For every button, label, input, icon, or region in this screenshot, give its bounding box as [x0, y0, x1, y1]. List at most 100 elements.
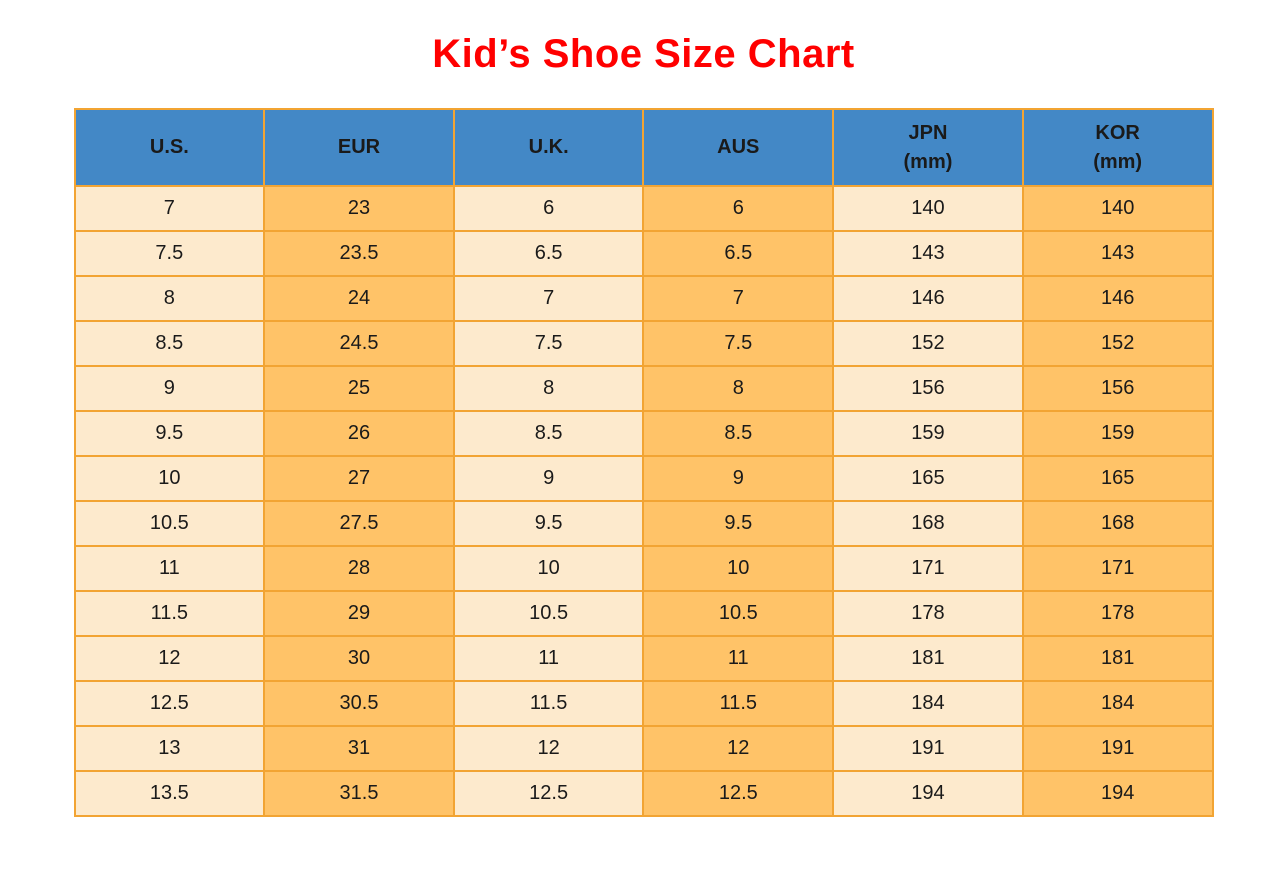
table-cell: 143	[832, 230, 1024, 277]
table-cell: 9	[642, 455, 835, 502]
table-cell: 28	[263, 545, 455, 592]
table-cell: 12	[452, 725, 645, 772]
table-cell: 7	[642, 275, 835, 322]
table-cell: 9.5	[642, 500, 835, 547]
table-row: 13.5 31.5 12.5 12.5 194 194	[73, 770, 1214, 817]
table-cell: 178	[1021, 590, 1214, 637]
table-cell: 184	[1021, 680, 1214, 727]
table-cell: 9.5	[73, 410, 266, 457]
table-row: 13 31 12 12 191 191	[73, 725, 1214, 772]
table-cell: 152	[1021, 320, 1214, 367]
table-cell: 181	[1021, 635, 1214, 682]
table-header: U.S. EUR U.K. AUS JPN (mm) KOR (mm)	[73, 108, 1214, 187]
table-cell: 30	[263, 635, 455, 682]
table-cell: 165	[1021, 455, 1214, 502]
header-row: U.S. EUR U.K. AUS JPN (mm) KOR (mm)	[73, 108, 1214, 187]
table-cell: 140	[832, 185, 1024, 232]
table-cell: 12	[73, 635, 266, 682]
table-cell: 12.5	[73, 680, 266, 727]
table-cell: 9.5	[452, 500, 645, 547]
table-cell: 10.5	[642, 590, 835, 637]
table-cell: 8	[642, 365, 835, 412]
table-cell: 6	[452, 185, 645, 232]
table-row: 10 27 9 9 165 165	[73, 455, 1214, 502]
table-cell: 10.5	[73, 500, 266, 547]
table-cell: 27.5	[263, 500, 455, 547]
table-cell: 27	[263, 455, 455, 502]
shoe-size-table: U.S. EUR U.K. AUS JPN (mm) KOR (mm) 7 23 6 6 140 1…	[73, 108, 1214, 817]
column-header: AUS	[642, 108, 835, 187]
table-cell: 30.5	[263, 680, 455, 727]
table-cell: 171	[832, 545, 1024, 592]
table-cell: 7	[73, 185, 266, 232]
table-cell: 7.5	[73, 230, 266, 277]
table-cell: 31.5	[263, 770, 455, 817]
table-cell: 9	[452, 455, 645, 502]
table-cell: 24.5	[263, 320, 455, 367]
table-cell: 12.5	[642, 770, 835, 817]
table-cell: 168	[1021, 500, 1214, 547]
table-cell: 171	[1021, 545, 1214, 592]
table-cell: 10.5	[452, 590, 645, 637]
table-row: 10.5 27.5 9.5 9.5 168 168	[73, 500, 1214, 547]
table-cell: 13	[73, 725, 266, 772]
table-row: 9 25 8 8 156 156	[73, 365, 1214, 412]
table-cell: 11	[642, 635, 835, 682]
table-cell: 6.5	[452, 230, 645, 277]
table-row: 9.5 26 8.5 8.5 159 159	[73, 410, 1214, 457]
table-cell: 178	[832, 590, 1024, 637]
table-cell: 10	[73, 455, 266, 502]
table-cell: 11.5	[452, 680, 645, 727]
table-cell: 23	[263, 185, 455, 232]
table-cell: 152	[832, 320, 1024, 367]
table-row: 11 28 10 10 171 171	[73, 545, 1214, 592]
table-row: 7.5 23.5 6.5 6.5 143 143	[73, 230, 1214, 277]
table-cell: 11	[452, 635, 645, 682]
table-cell: 26	[263, 410, 455, 457]
column-header: KOR (mm)	[1021, 108, 1214, 187]
table-cell: 29	[263, 590, 455, 637]
table-row: 12 30 11 11 181 181	[73, 635, 1214, 682]
table-cell: 159	[832, 410, 1024, 457]
table-cell: 191	[832, 725, 1024, 772]
table-cell: 7.5	[452, 320, 645, 367]
table-cell: 6.5	[642, 230, 835, 277]
table-cell: 12	[642, 725, 835, 772]
page-title: Kid’s Shoe Size Chart	[432, 32, 855, 76]
table-cell: 6	[642, 185, 835, 232]
table-row: 12.5 30.5 11.5 11.5 184 184	[73, 680, 1214, 727]
table-row: 11.5 29 10.5 10.5 178 178	[73, 590, 1214, 637]
table-cell: 8.5	[452, 410, 645, 457]
table-row: 8 24 7 7 146 146	[73, 275, 1214, 322]
table-cell: 194	[832, 770, 1024, 817]
table-cell: 165	[832, 455, 1024, 502]
table-body: 7 23 6 6 140 140 7.5 23.5 6.5 6.5 143 143 8 24 7 7 146 14…	[73, 185, 1214, 817]
table-cell: 156	[1021, 365, 1214, 412]
table-cell: 181	[832, 635, 1024, 682]
table-cell: 8.5	[642, 410, 835, 457]
table-cell: 7	[452, 275, 645, 322]
table-cell: 23.5	[263, 230, 455, 277]
table-cell: 9	[73, 365, 266, 412]
table-cell: 146	[832, 275, 1024, 322]
table-cell: 184	[832, 680, 1024, 727]
column-header: U.S.	[73, 108, 266, 187]
table-cell: 24	[263, 275, 455, 322]
table-cell: 31	[263, 725, 455, 772]
table-cell: 11	[73, 545, 266, 592]
table-cell: 168	[832, 500, 1024, 547]
table-cell: 7.5	[642, 320, 835, 367]
table-cell: 8.5	[73, 320, 266, 367]
table-cell: 12.5	[452, 770, 645, 817]
table-cell: 156	[832, 365, 1024, 412]
column-header: JPN (mm)	[832, 108, 1024, 187]
column-header: EUR	[263, 108, 455, 187]
table-cell: 159	[1021, 410, 1214, 457]
table-cell: 146	[1021, 275, 1214, 322]
column-header: U.K.	[452, 108, 645, 187]
table-cell: 8	[452, 365, 645, 412]
table-cell: 194	[1021, 770, 1214, 817]
table-cell: 8	[73, 275, 266, 322]
table-row: 7 23 6 6 140 140	[73, 185, 1214, 232]
